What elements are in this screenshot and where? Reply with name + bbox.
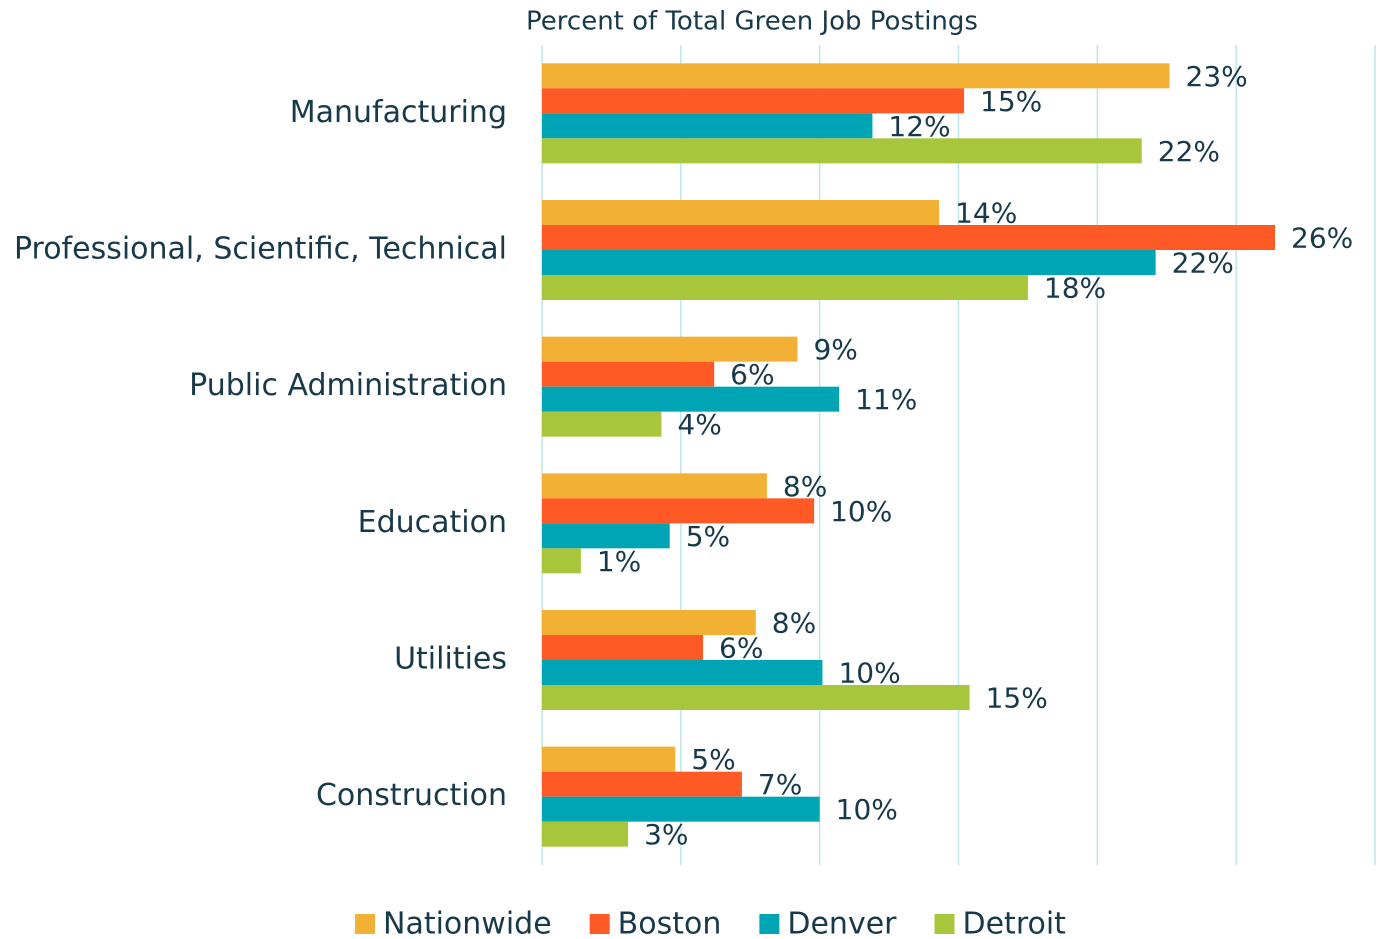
data-label: 10% <box>836 793 898 826</box>
data-label: 22% <box>1172 247 1234 280</box>
bar <box>542 771 742 797</box>
bar <box>542 523 670 549</box>
category-label: Public Administration <box>189 368 507 403</box>
bar <box>542 113 873 139</box>
data-label: 10% <box>838 657 900 690</box>
data-label: 14% <box>955 197 1017 230</box>
bar <box>542 275 1028 300</box>
category-label: Construction <box>316 778 507 813</box>
bar <box>542 498 815 524</box>
category-label: Utilities <box>394 642 507 677</box>
data-label: 8% <box>772 607 816 640</box>
bar <box>542 411 662 437</box>
bar <box>542 63 1170 89</box>
bar <box>542 685 970 710</box>
data-label: 11% <box>855 383 917 416</box>
bar <box>542 548 581 574</box>
bar <box>542 610 756 635</box>
bar <box>542 88 965 114</box>
bar <box>542 336 798 362</box>
data-label: 9% <box>813 333 857 366</box>
bar <box>542 796 820 822</box>
bar <box>542 660 823 685</box>
data-label: 6% <box>730 358 774 391</box>
bar <box>542 473 767 499</box>
bar <box>542 821 629 847</box>
category-label: Professional, Scientific, Technical <box>14 232 507 267</box>
bar <box>542 635 704 660</box>
legend-label: Nationwide <box>383 907 552 939</box>
data-label: 6% <box>719 632 763 665</box>
legend-swatch <box>934 914 955 934</box>
bar <box>542 386 840 412</box>
data-label: 15% <box>986 682 1048 715</box>
data-label: 8% <box>783 470 827 503</box>
bar <box>542 225 1276 250</box>
bar <box>542 361 715 387</box>
legend-label: Denver <box>787 907 897 939</box>
data-label: 22% <box>1158 135 1220 168</box>
data-label: 4% <box>677 408 721 441</box>
legend-swatch <box>589 914 610 934</box>
bar <box>542 200 940 225</box>
data-label: 12% <box>888 110 950 143</box>
legend-label: Detroit <box>963 907 1067 939</box>
data-label: 26% <box>1291 222 1353 255</box>
category-label: Manufacturing <box>290 95 507 130</box>
data-label: 18% <box>1044 272 1106 305</box>
data-label: 5% <box>691 743 735 776</box>
bar <box>542 746 676 772</box>
data-label: 3% <box>644 818 688 851</box>
data-label: 5% <box>686 520 730 553</box>
legend-label: Boston <box>618 907 722 939</box>
data-label: 1% <box>597 545 641 578</box>
data-label: 7% <box>758 768 802 801</box>
legend-swatch <box>355 914 375 934</box>
data-label: 10% <box>830 495 892 528</box>
data-label: 23% <box>1186 60 1248 93</box>
chart-title: Percent of Total Green Job Postings <box>526 7 978 37</box>
data-label: 15% <box>980 85 1042 118</box>
bar <box>542 138 1142 164</box>
bar <box>542 250 1156 275</box>
legend-swatch <box>759 914 780 934</box>
category-label: Education <box>358 505 507 540</box>
